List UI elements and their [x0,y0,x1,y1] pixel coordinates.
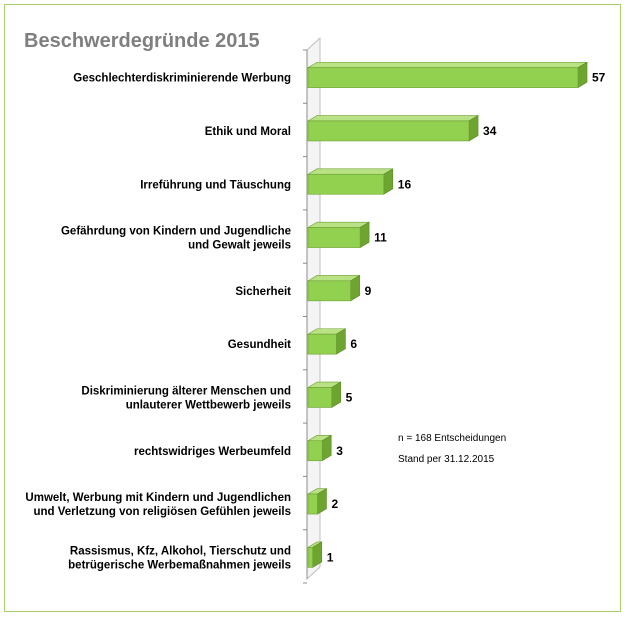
category-label: Gesundheit [228,339,291,351]
category-label: Rassismus, Kfz, Alkohol, Tierschutz und b… [68,545,291,571]
value-label: 9 [365,284,372,298]
bar-7 [306,381,342,408]
category-label: Umwelt, Werbung mit Kindern und Jugendli… [25,492,291,518]
category-label: Diskriminierung älterer Menschen und unla… [81,385,291,411]
category-label: Irreführung und Täuschung [140,179,291,191]
bar-group [306,61,589,568]
value-label: 1 [327,550,334,564]
value-label-group: 57 34 16 11 9 6 5 3 2 1 [327,71,606,565]
chart-notes: n = 168 Entscheidungen Stand per 31.12.2… [398,428,506,470]
category-label: Sicherheit [235,286,291,298]
bar-4 [306,221,371,249]
category-label: Ethik und Moral [205,126,291,138]
category-label: rechtswidriges Werbeumfeld [134,446,291,458]
value-label: 5 [346,390,353,404]
bar-6 [306,328,347,355]
value-label: 6 [350,337,357,351]
bar-9 [306,488,328,515]
category-label: Geschlechterdiskriminierende Werbung [73,73,291,85]
date-note: Stand per 31.12.2015 [398,454,495,465]
bar-5 [306,274,361,302]
bar-8 [306,434,333,462]
sample-size-note: n = 168 Entscheidungen [398,433,507,444]
value-label: 3 [336,444,343,458]
bar-10 [306,541,323,568]
value-label: 11 [374,231,387,245]
value-label: 57 [592,71,606,85]
category-label-group: Geschlechterdiskriminierende Werbung Ethi… [25,73,291,572]
bar-2 [306,115,480,142]
bar-1 [306,61,589,89]
value-label: 16 [398,177,412,191]
bar-3 [306,168,394,195]
value-label: 2 [331,497,338,511]
category-label: Gefährdung von Kindern und Jugendliche un… [61,226,291,252]
value-label: 34 [483,124,497,138]
chart-title: Beschwerdegründe 2015 [24,30,260,52]
